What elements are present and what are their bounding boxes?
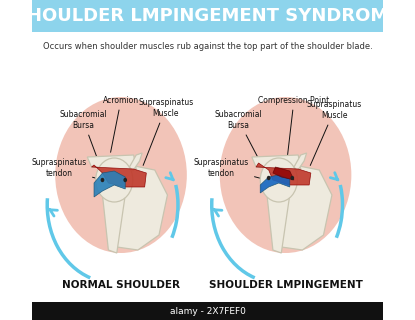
Polygon shape [273, 167, 294, 180]
Polygon shape [94, 171, 125, 197]
Polygon shape [294, 153, 307, 171]
Polygon shape [87, 155, 136, 169]
Text: SHOULDER LMPINGEMENT: SHOULDER LMPINGEMENT [209, 280, 362, 290]
Text: Supraspinatus
Muscle: Supraspinatus Muscle [307, 100, 362, 165]
Bar [32, 302, 383, 320]
Polygon shape [103, 195, 125, 253]
Circle shape [100, 178, 104, 182]
Polygon shape [260, 175, 290, 193]
Text: Subacromial
Bursa: Subacromial Bursa [215, 110, 263, 168]
Polygon shape [267, 195, 290, 253]
Polygon shape [277, 165, 332, 250]
Circle shape [123, 178, 127, 182]
Circle shape [96, 158, 133, 202]
Polygon shape [112, 165, 167, 250]
Text: Occurs when shoulder muscles rub against the top part of the shoulder blade.: Occurs when shoulder muscles rub against… [43, 42, 372, 51]
Circle shape [55, 97, 187, 253]
Text: Acromion: Acromion [103, 95, 139, 152]
Text: Subacromial
Bursa: Subacromial Bursa [59, 110, 107, 167]
Circle shape [267, 176, 271, 180]
Circle shape [220, 97, 352, 253]
Text: Supraspinatus
tendon: Supraspinatus tendon [194, 158, 264, 179]
Circle shape [260, 158, 298, 202]
Bar [32, 0, 383, 32]
Text: SHOULDER LMPINGEMENT SYNDROME: SHOULDER LMPINGEMENT SYNDROME [14, 7, 401, 25]
Text: alamy - 2X7FEF0: alamy - 2X7FEF0 [170, 307, 245, 316]
Circle shape [290, 176, 294, 180]
Text: NORMAL SHOULDER: NORMAL SHOULDER [62, 280, 180, 290]
Text: Supraspinatus
Muscle: Supraspinatus Muscle [138, 98, 193, 165]
Polygon shape [91, 165, 146, 187]
Text: Compression Point: Compression Point [259, 95, 330, 155]
Text: Supraspinatus
tendon: Supraspinatus tendon [32, 158, 100, 179]
Polygon shape [129, 153, 142, 171]
Polygon shape [256, 163, 311, 185]
Polygon shape [252, 155, 301, 169]
